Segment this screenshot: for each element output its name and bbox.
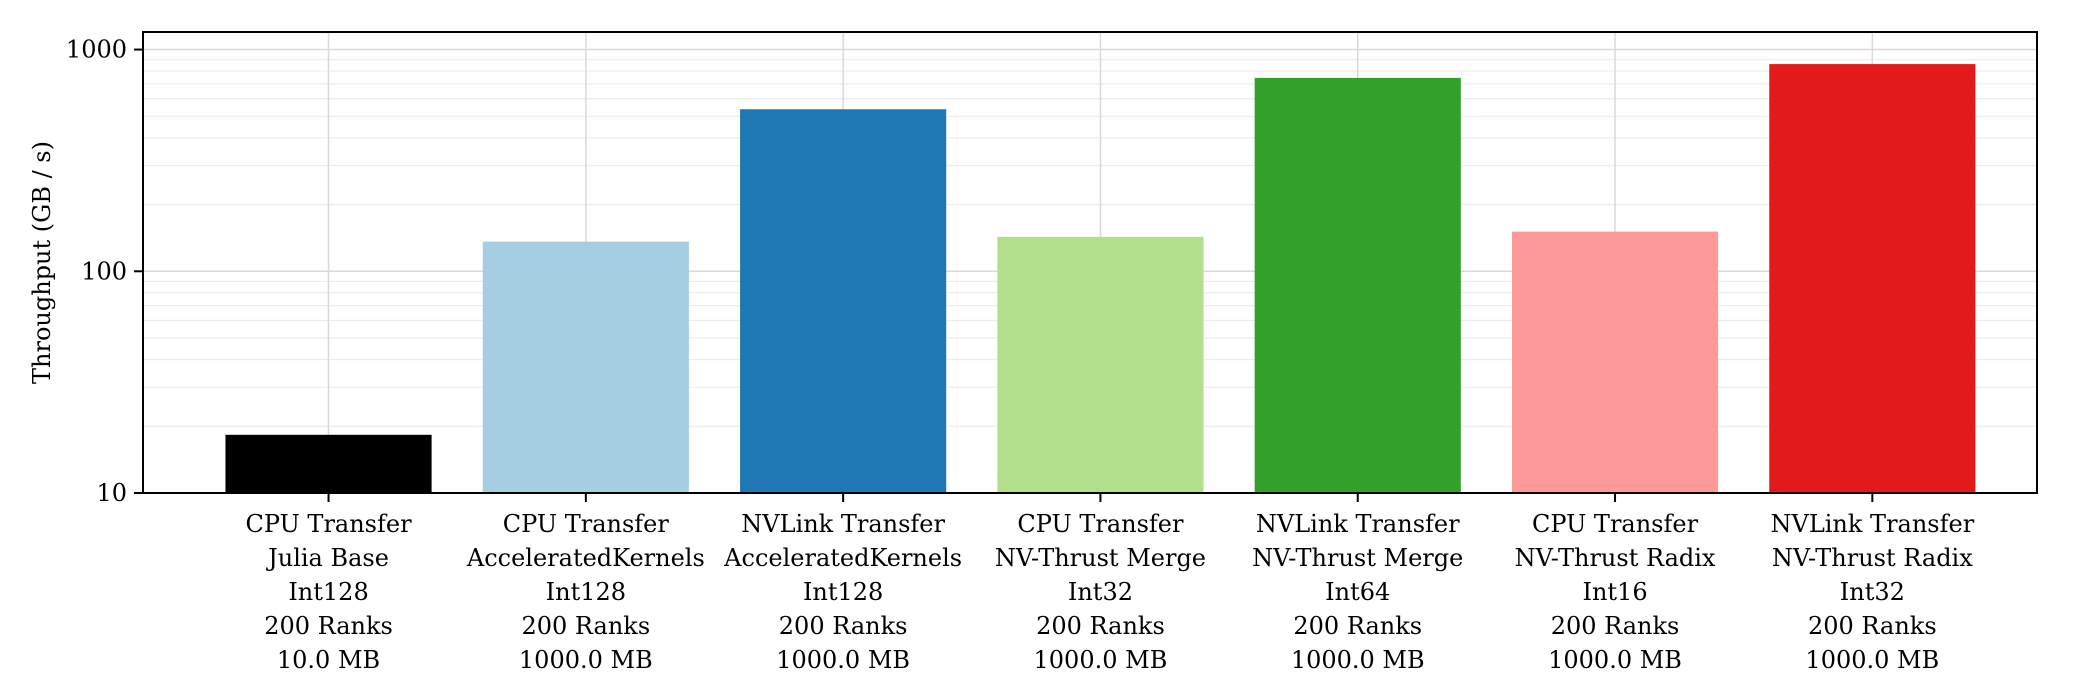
y-tick-label: 1000 <box>66 36 127 64</box>
bar <box>997 236 1204 493</box>
y-tick-label: 10 <box>96 479 127 507</box>
x-tick-label: CPU Transfer NV-Thrust Radix Int16 200 Rank… <box>1515 510 1716 674</box>
y-tick-label: 100 <box>81 257 127 285</box>
x-tick-label: CPU Transfer AcceleratedKernels Int128 200 … <box>466 510 705 674</box>
bar <box>1511 231 1719 493</box>
x-axis: CPU Transfer Julia Base Int128 200 Ranks 10.… <box>245 493 1975 674</box>
bar <box>1769 64 1976 493</box>
x-tick-label: NVLink Transfer AcceleratedKernels Int128 2… <box>723 510 962 674</box>
y-axis: 10 100 1000 <box>66 36 143 507</box>
x-tick-label: NVLink Transfer NV-Thrust Radix Int32 200 R… <box>1770 510 1974 674</box>
plot-frame <box>142 31 2038 494</box>
bar <box>1254 77 1461 493</box>
x-tick-label: NVLink Transfer NV-Thrust Merge Int64 200 R… <box>1252 510 1463 674</box>
bars <box>225 64 1976 493</box>
bar <box>740 109 947 493</box>
x-tick-label: CPU Transfer Julia Base Int128 200 Ranks 10.… <box>245 510 412 674</box>
x-tick-label: CPU Transfer NV-Thrust Merge Int32 200 Rank… <box>995 510 1206 674</box>
bar <box>225 434 432 493</box>
y-axis-label: Throughput (GB / s) <box>28 141 56 384</box>
bar <box>482 241 689 493</box>
